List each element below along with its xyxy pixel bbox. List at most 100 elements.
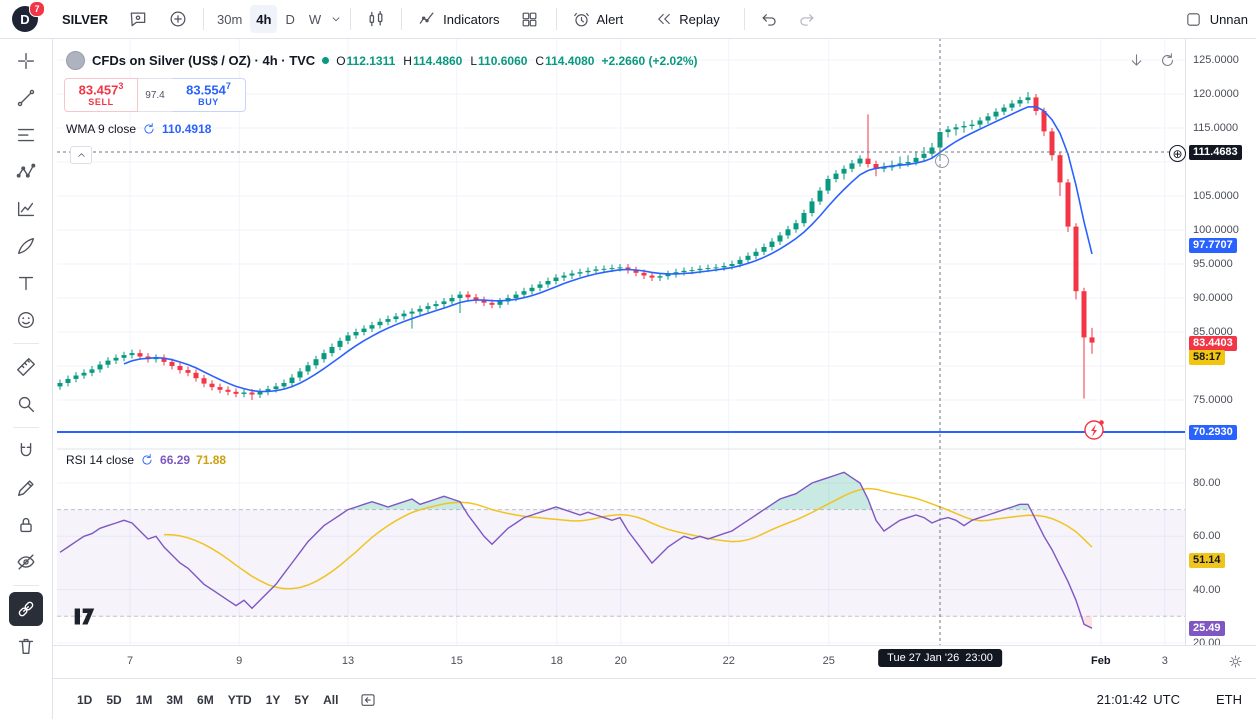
replay-button[interactable]: Replay <box>647 5 727 33</box>
symbol-search-button[interactable]: SILVER <box>54 5 116 33</box>
zoom-icon[interactable] <box>9 387 43 421</box>
tradingview-watermark <box>72 606 104 627</box>
rsi-ma-value: 71.88 <box>196 453 227 467</box>
chevron-down-icon[interactable] <box>329 12 343 26</box>
forecast-icon[interactable] <box>9 192 43 226</box>
time-tick: 18 <box>550 655 563 667</box>
time-tick: 3 <box>1161 655 1168 667</box>
restore-view-icon[interactable] <box>1159 52 1176 69</box>
axis-tick: 40.00 <box>1193 583 1221 596</box>
timezone-button[interactable]: UTC <box>1153 692 1180 707</box>
range-button[interactable]: 1D <box>70 689 99 711</box>
rsi-label: RSI 14 close <box>66 453 135 467</box>
rsi-value: 66.29 <box>160 453 191 467</box>
notification-badge: 7 <box>29 1 45 17</box>
layout-save-icon[interactable] <box>1185 11 1202 28</box>
axis-tick: 120.0000 <box>1193 88 1239 100</box>
axis-tick: 60.00 <box>1193 530 1221 543</box>
fib-retracement-icon[interactable] <box>9 118 43 152</box>
sell-price-sup: 3 <box>118 81 124 92</box>
hide-eye-icon[interactable] <box>9 545 43 579</box>
time-tick: 20 <box>614 655 627 667</box>
interval-4h[interactable]: 4h <box>250 5 278 33</box>
axis-tick: 105.0000 <box>1193 190 1239 202</box>
xabcd-pattern-icon[interactable] <box>9 155 43 189</box>
time-tick: 9 <box>236 655 243 667</box>
refresh-icon <box>140 453 154 467</box>
magnet-icon[interactable] <box>9 434 43 468</box>
chevron-up-icon <box>76 150 87 161</box>
axis-tick: 100.0000 <box>1193 224 1239 236</box>
interval-30m[interactable]: 30m <box>211 5 248 33</box>
session-button[interactable]: ETH <box>1216 692 1242 707</box>
close-value: 114.4080 <box>545 53 595 68</box>
axis-tick: 75.0000 <box>1193 394 1233 406</box>
gear-icon[interactable] <box>1227 653 1244 670</box>
symbol-name: SILVER <box>62 11 108 27</box>
redo-icon[interactable] <box>797 10 816 29</box>
brush-icon[interactable] <box>9 229 43 263</box>
eye-bubble-icon[interactable] <box>128 9 148 29</box>
range-button[interactable]: 6M <box>190 689 221 711</box>
indicators-label: Indicators <box>443 11 500 27</box>
sell-label: SELL <box>88 96 114 107</box>
alert-button[interactable]: Alert <box>564 5 632 33</box>
time-tick: 15 <box>450 655 463 667</box>
collapse-pane-button[interactable] <box>70 146 92 164</box>
range-button[interactable]: All <box>316 689 345 711</box>
link-icon[interactable] <box>9 592 43 626</box>
indicators-button[interactable]: Indicators <box>409 5 507 33</box>
range-button[interactable]: 3M <box>159 689 190 711</box>
open-value: 112.1311 <box>346 53 396 68</box>
measure-icon[interactable] <box>9 350 43 384</box>
add-alert-plus-icon[interactable]: ⊕ <box>1169 145 1186 162</box>
range-button[interactable]: 1Y <box>259 689 288 711</box>
axis-tick: 115.0000 <box>1193 122 1239 134</box>
edit-pencil-icon[interactable] <box>9 471 43 505</box>
bottom-toolbar: 1D 5D 1M 3M 6M YTD 1Y 5Y All 21:01:42 UT… <box>52 678 1256 719</box>
undo-icon[interactable] <box>760 10 779 29</box>
interval-1d[interactable]: D <box>279 5 300 33</box>
candle-style-icon[interactable] <box>366 9 386 29</box>
rsi-indicator-row[interactable]: RSI 14 close 66.29 71.88 <box>66 453 226 467</box>
chart-title[interactable]: CFDs on Silver (US$ / OZ) · 4h · TVC <box>92 53 316 68</box>
toolbar-divider <box>13 343 39 344</box>
text-tool-icon[interactable] <box>9 266 43 300</box>
wma-indicator-row[interactable]: WMA 9 close 110.4918 <box>66 122 211 136</box>
price-label-level: 97.7707 <box>1189 238 1237 254</box>
grid-layout-icon[interactable] <box>520 10 539 29</box>
user-avatar[interactable]: D 7 <box>12 1 45 32</box>
alert-label: Alert <box>596 11 624 27</box>
range-button[interactable]: 5Y <box>287 689 316 711</box>
arrow-down-icon[interactable] <box>1128 52 1145 69</box>
range-button[interactable]: 5D <box>99 689 128 711</box>
compare-plus-icon[interactable] <box>168 9 188 29</box>
bar-countdown: 58:17 <box>1189 349 1226 365</box>
high-value: 114.4860 <box>412 53 463 68</box>
toolbar-divider <box>13 427 39 428</box>
toolbar-separator <box>203 8 204 30</box>
lock-icon[interactable] <box>9 508 43 542</box>
time-tick: Feb <box>1091 655 1111 667</box>
time-axis[interactable]: Tue 27 Jan '26 23:00 7 9 13 15 18 20 22 25 Feb 3 <box>52 645 1256 679</box>
emoji-icon[interactable] <box>9 303 43 337</box>
alarm-clock-icon <box>572 10 591 29</box>
wma-value: 110.4918 <box>162 122 212 136</box>
price-axis[interactable]: 125.0000 120.0000 115.0000 105.0000 100.0000… <box>1169 38 1256 649</box>
interval-1w[interactable]: W <box>303 5 327 33</box>
time-tick: 25 <box>822 655 835 667</box>
time-tick: 22 <box>722 655 735 667</box>
sell-button[interactable]: 83.4573 SELL <box>64 78 138 112</box>
cursor-crosshair-icon[interactable] <box>9 44 43 78</box>
go-to-date-icon[interactable] <box>359 691 377 709</box>
indicators-icon <box>417 9 437 29</box>
lightning-marker <box>1084 420 1104 440</box>
buy-button[interactable]: 83.5547 BUY <box>172 78 246 112</box>
rsi-label-rsi-ma: 51.14 <box>1189 552 1225 568</box>
range-button[interactable]: YTD <box>221 689 259 711</box>
trend-line-icon[interactable] <box>9 81 43 115</box>
trash-icon[interactable] <box>9 629 43 663</box>
range-button[interactable]: 1M <box>129 689 160 711</box>
layout-name[interactable]: Unnan <box>1209 11 1248 27</box>
